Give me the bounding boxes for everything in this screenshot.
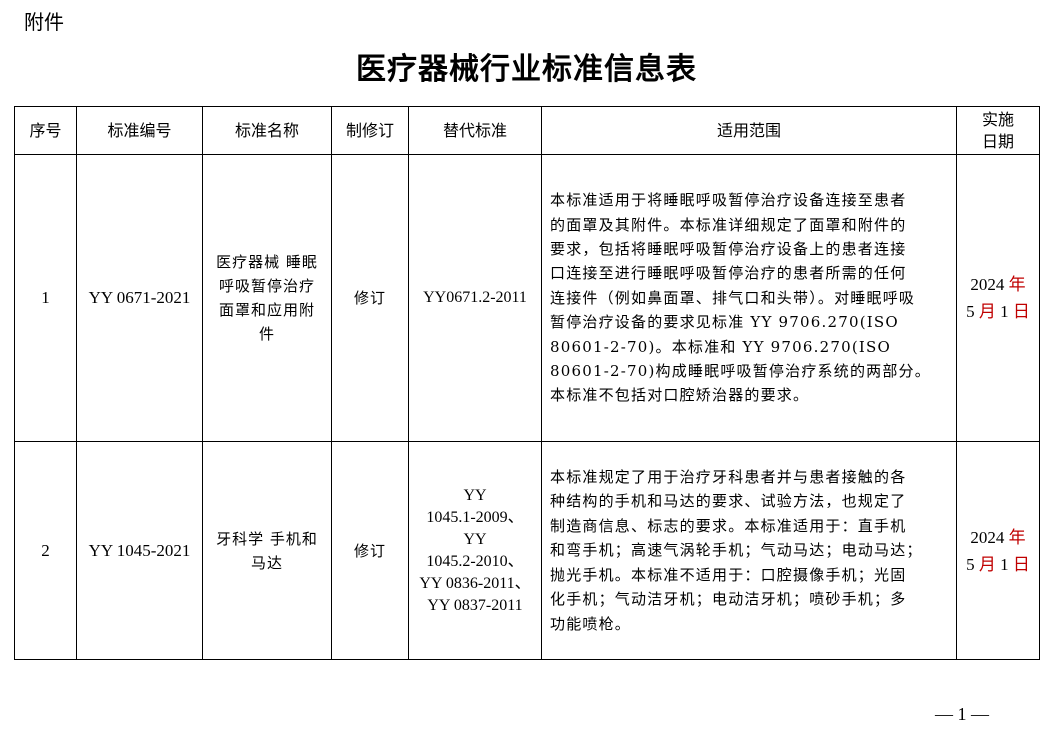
scope-line: 制造商信息、标志的要求。本标准适用于：直手机 — [550, 516, 907, 535]
header-date-line2: 日期 — [981, 131, 1014, 151]
cell-replaces: YY0671.2-2011 — [408, 154, 542, 442]
date-year-unit: 年 — [1008, 527, 1026, 547]
cell-no: 2 — [14, 441, 77, 660]
scope-line: 化手机；气动洁牙机；电动洁牙机；喷砂手机；多 — [550, 590, 907, 609]
header-revision: 制修订 — [331, 106, 409, 155]
cell-name: 牙科学 手机和马达 — [202, 441, 332, 660]
cell-code: YY 1045-2021 — [76, 441, 203, 660]
cell-code: YY 0671-2021 — [76, 154, 203, 442]
cell-name: 医疗器械 睡眠呼吸暂停治疗 面罩和应用附件 — [202, 154, 332, 442]
scope-line: 要求，包括将睡眠呼吸暂停治疗设备上的患者连接 — [550, 239, 907, 258]
scope-line: 抛光手机。本标准不适用于：口腔摄像手机；光固 — [550, 565, 907, 584]
scope-line: 的面罩及其附件。本标准详细规定了面罩和附件的 — [550, 215, 907, 234]
date-day: 1 — [1000, 302, 1009, 321]
replaced-standard: YY 0836-2011、 — [419, 574, 531, 592]
cell-replaces: YY 1045.1-2009、 YY 1045.2-2010、 YY 0836-2011… — [408, 441, 542, 660]
date-month: 5 — [966, 302, 975, 321]
replaced-standard: YY — [463, 530, 487, 548]
scope-line: 口连接至进行睡眠呼吸暂停治疗的患者所需的任何 — [550, 264, 907, 283]
header-name: 标准名称 — [202, 106, 332, 155]
date-day-unit: 日 — [1012, 302, 1030, 321]
header-scope: 适用范围 — [541, 106, 957, 155]
cell-date: 2024 年 5 月 1 日 — [956, 441, 1040, 660]
header-replaces: 替代标准 — [408, 106, 542, 155]
scope-line: 连接件（例如鼻面罩、排气口和头带）。对睡眠呼吸 — [550, 288, 916, 307]
standards-table: 序号 标准编号 标准名称 制修订 替代标准 适用范围 实施 日期 1 YY 0671… — [14, 106, 1040, 660]
table-row: 1 YY 0671-2021 医疗器械 睡眠呼吸暂停治疗 面罩和应用附件 修订 YY06… — [14, 154, 1040, 442]
scope-line: 种结构的手机和马达的要求、试验方法，也规定了 — [550, 492, 907, 511]
header-no: 序号 — [14, 106, 77, 155]
date-month-unit: 月 — [978, 554, 996, 574]
scope-line: 80601-2-70)。本标准和 YY 9706.270(ISO — [550, 337, 892, 356]
scope-line: 本标准规定了用于治疗牙科患者并与患者接触的各 — [550, 468, 907, 487]
date-year-unit: 年 — [1008, 275, 1026, 294]
page-number: — 1 — — [935, 704, 989, 724]
cell-no: 1 — [14, 154, 77, 442]
cell-scope: 本标准规定了用于治疗牙科患者并与患者接触的各 种结构的手机和马达的要求、试验方法，… — [541, 441, 957, 660]
scope-line: 功能喷枪。 — [550, 614, 632, 633]
date-day: 1 — [1000, 554, 1009, 574]
table-header: 序号 标准编号 标准名称 制修订 替代标准 适用范围 实施 日期 — [14, 106, 1040, 155]
replaced-standard: YY 0837-2011 — [427, 596, 523, 614]
date-day-unit: 日 — [1012, 554, 1030, 574]
header-code: 标准编号 — [76, 106, 203, 155]
date-month: 5 — [966, 554, 975, 574]
cell-date: 2024 年 5 月 1 日 — [956, 154, 1040, 442]
scope-line: 暂停治疗设备的要求见标准 YY 9706.270(ISO — [550, 313, 899, 332]
scope-line: 本标准不包括对口腔矫治器的要求。 — [550, 386, 810, 405]
attachment-label: 附件 — [24, 10, 64, 34]
scope-line: 本标准适用于将睡眠呼吸暂停治疗设备连接至患者 — [550, 191, 907, 210]
scope-line: 和弯手机；高速气涡轮手机；气动马达；电动马达； — [550, 541, 923, 560]
table-row: 2 YY 1045-2021 牙科学 手机和马达 修订 YY 1045.1-2009、 YY… — [14, 441, 1040, 660]
replaced-standard: 1045.2-2010、 — [426, 552, 524, 570]
cell-revision: 修订 — [331, 154, 409, 442]
cell-scope: 本标准适用于将睡眠呼吸暂停治疗设备连接至患者 的面罩及其附件。本标准详细规定了面罩… — [541, 154, 957, 442]
date-year: 2024 — [970, 527, 1005, 547]
replaced-standard: YY0671.2-2011 — [423, 289, 527, 306]
cell-revision: 修订 — [331, 441, 409, 660]
replaced-standard: YY — [463, 486, 487, 504]
header-date: 实施 日期 — [956, 106, 1040, 155]
page-title: 医疗器械行业标准信息表 — [356, 52, 697, 87]
date-year: 2024 — [970, 275, 1005, 294]
scope-line: 80601-2-70)构成睡眠呼吸暂停治疗系统的两部分。 — [550, 362, 931, 381]
header-date-line1: 实施 — [981, 109, 1014, 129]
replaced-standard: 1045.1-2009、 — [426, 508, 524, 526]
date-month-unit: 月 — [978, 302, 996, 321]
